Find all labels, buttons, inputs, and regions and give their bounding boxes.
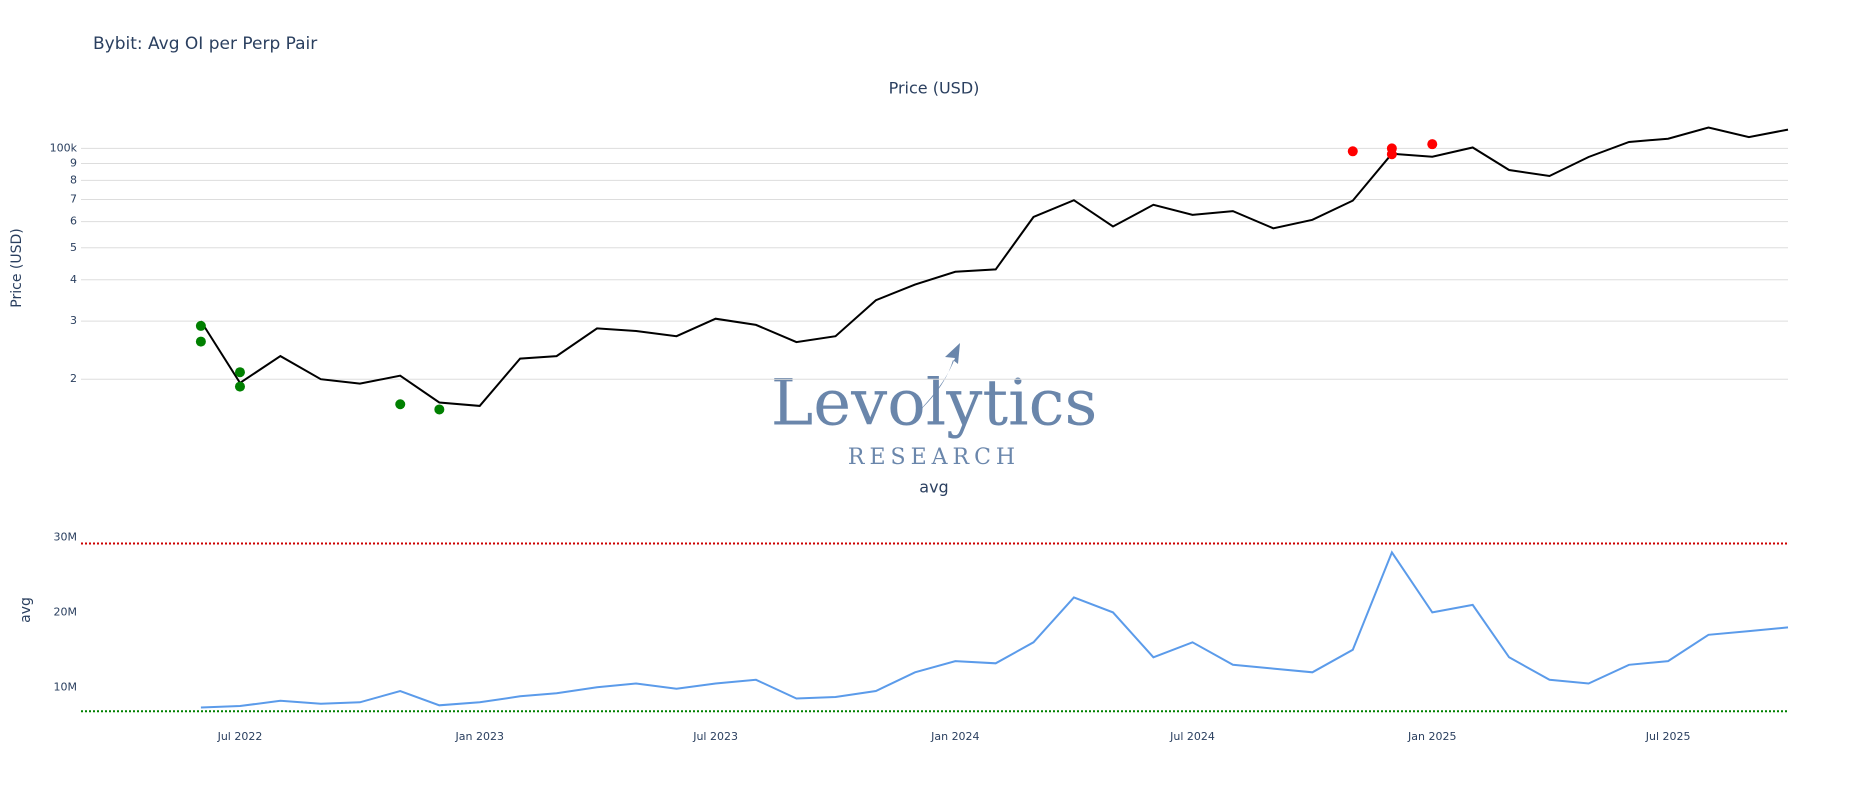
y-tick-label: 2 bbox=[70, 372, 77, 385]
y-tick-label: 3 bbox=[70, 314, 77, 327]
subplot-title: Price (USD) bbox=[889, 79, 980, 98]
y-tick-label: 5 bbox=[70, 241, 77, 254]
chart-title: Bybit: Avg OI per Perp Pair bbox=[93, 34, 317, 54]
y-tick-label: 100k bbox=[50, 141, 78, 154]
y-tick-label: 4 bbox=[70, 273, 77, 286]
x-tick-label: Jul 2024 bbox=[1169, 730, 1215, 743]
signal-marker bbox=[395, 399, 406, 410]
y-tick-label: 20M bbox=[54, 605, 78, 618]
watermark-text: Levolytics bbox=[771, 367, 1098, 441]
watermark: Levolytics RESEARCH bbox=[771, 343, 1098, 470]
signal-marker bbox=[234, 367, 245, 378]
y-axis-title: Price (USD) bbox=[9, 228, 25, 307]
subplot-title: avg bbox=[919, 478, 948, 497]
x-tick-label: Jul 2022 bbox=[217, 730, 263, 743]
y-tick-label: 6 bbox=[70, 215, 77, 228]
signal-marker bbox=[1386, 143, 1397, 154]
x-tick-label: Jul 2025 bbox=[1645, 730, 1691, 743]
price-line bbox=[200, 126, 1789, 407]
signal-marker bbox=[195, 320, 206, 331]
y-tick-label: 30M bbox=[54, 530, 78, 543]
signal-marker bbox=[434, 404, 445, 415]
x-tick-label: Jan 2023 bbox=[455, 730, 504, 743]
y-tick-label: 7 bbox=[70, 193, 77, 206]
x-tick-label: Jul 2023 bbox=[692, 730, 738, 743]
y-tick-label: 9 bbox=[70, 157, 77, 170]
signal-marker bbox=[234, 381, 245, 392]
y-axis-title: avg bbox=[18, 597, 34, 623]
signal-marker bbox=[1427, 139, 1438, 150]
watermark-subtext: RESEARCH bbox=[848, 445, 1020, 470]
signal-marker bbox=[1347, 146, 1358, 157]
price-line bbox=[200, 550, 1789, 709]
y-tick-label: 8 bbox=[70, 173, 77, 186]
y-tick-label: 10M bbox=[54, 680, 78, 693]
signal-marker bbox=[195, 336, 206, 347]
x-tick-label: Jan 2025 bbox=[1407, 730, 1456, 743]
watermark-arrow bbox=[915, 343, 960, 415]
x-tick-label: Jan 2024 bbox=[930, 730, 979, 743]
